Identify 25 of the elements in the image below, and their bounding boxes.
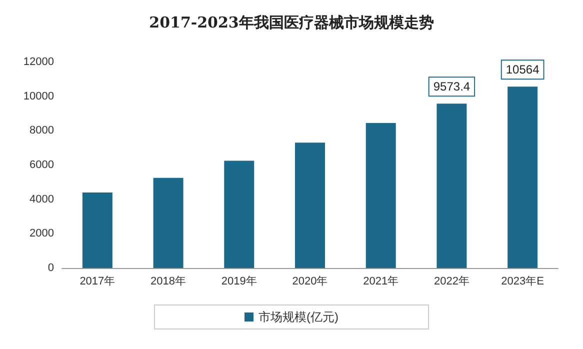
y-tick-label: 12000 <box>23 56 54 68</box>
y-tick-label: 6000 <box>30 159 54 171</box>
y-tick-label: 8000 <box>30 124 54 137</box>
y-tick-label: 4000 <box>30 193 54 206</box>
x-tick-label: 2022年 <box>434 276 470 288</box>
bar <box>153 178 184 268</box>
y-tick-label: 0 <box>48 262 54 274</box>
x-tick-label: 2020年 <box>292 276 328 288</box>
bar <box>508 86 538 268</box>
data-label: 10564 <box>506 62 540 77</box>
y-tick-label: 10000 <box>23 90 54 102</box>
bar <box>436 104 467 268</box>
x-tick-label: 2023年E <box>501 276 544 288</box>
x-tick-label: 2017年 <box>80 276 116 288</box>
data-label: 9573.4 <box>433 80 470 94</box>
x-tick-label: 2021年 <box>363 276 399 288</box>
bar <box>82 192 112 268</box>
bar <box>366 122 396 268</box>
bar <box>295 142 325 268</box>
legend-label: 市场规模(亿元) <box>258 310 339 324</box>
x-tick-label: 2018年 <box>150 276 186 288</box>
x-tick-label: 2019年 <box>221 276 257 288</box>
y-tick-label: 2000 <box>30 228 54 240</box>
chart-title: 2017-2023年我国医疗器械市场规模走势 <box>149 14 434 32</box>
bar <box>224 160 254 268</box>
